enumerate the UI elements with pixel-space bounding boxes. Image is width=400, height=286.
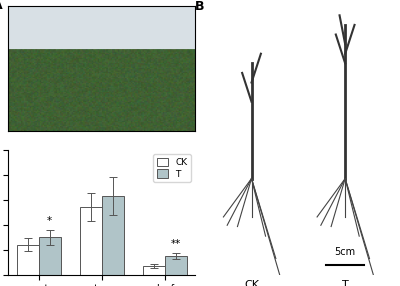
Text: A: A [0, 0, 3, 13]
Bar [165, 256, 187, 275]
Text: T: T [342, 280, 348, 286]
Bar [80, 207, 102, 275]
Text: B: B [195, 0, 205, 13]
Bar [143, 266, 165, 275]
Text: CK: CK [244, 280, 259, 286]
Text: *: * [47, 216, 52, 226]
Text: 5cm: 5cm [335, 247, 356, 257]
Text: **: ** [171, 239, 181, 249]
Bar [102, 196, 124, 275]
Legend: CK, T: CK, T [154, 154, 191, 182]
Bar [16, 245, 38, 275]
Bar [38, 237, 61, 275]
